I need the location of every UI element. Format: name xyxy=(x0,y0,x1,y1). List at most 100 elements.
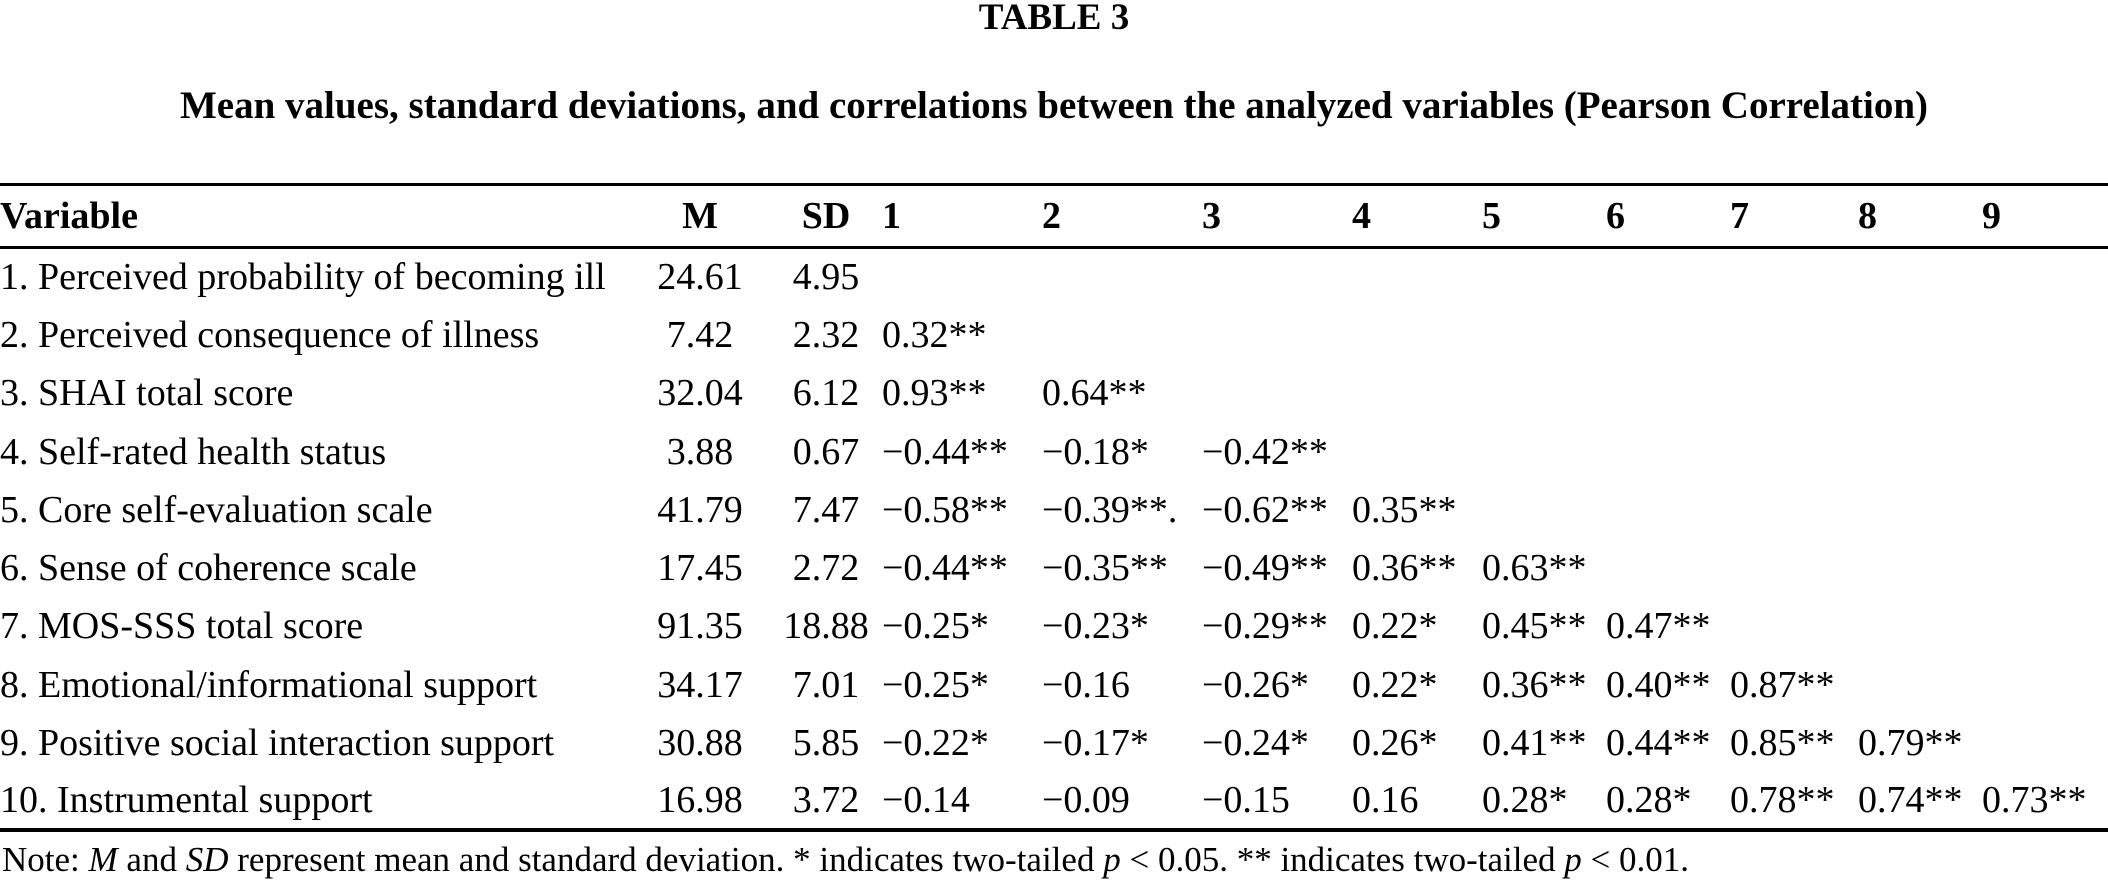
corr-cell-4 xyxy=(1352,422,1482,480)
table-row: 8. Emotional/informational support 34.17 7… xyxy=(0,656,2108,714)
corr-cell-8 xyxy=(1858,481,1982,539)
corr-cell-3: −0.42** xyxy=(1202,430,1328,473)
corr-cell-3: −0.15 xyxy=(1202,779,1290,822)
corr-cell-6: 0.44** xyxy=(1606,722,1711,765)
corr-cell-5: 0.36** xyxy=(1482,663,1587,706)
corr-cell-1: 0.32** xyxy=(882,313,987,356)
corr-cell-7 xyxy=(1730,481,1858,539)
sd-cell: 2.72 xyxy=(792,547,860,590)
mean-cell: 3.88 xyxy=(666,430,734,473)
corr-cell-9 xyxy=(1982,656,2108,714)
variable-cell: 1. Perceived probability of becoming ill xyxy=(0,256,606,299)
corr-cell-5 xyxy=(1482,306,1606,364)
table-row: 2. Perceived consequence of illness 7.42 2… xyxy=(0,306,2108,364)
variable-cell: 10. Instrumental support xyxy=(0,779,373,822)
column-header-8: 8 xyxy=(1858,184,1982,249)
corr-cell-4 xyxy=(1352,248,1482,306)
sd-cell: 5.85 xyxy=(792,722,860,765)
corr-cell-9 xyxy=(1982,481,2108,539)
corr-cell-7 xyxy=(1730,364,1858,422)
mean-cell: 30.88 xyxy=(657,722,743,765)
corr-cell-6: 0.40** xyxy=(1606,663,1711,706)
corr-cell-1: 0.93** xyxy=(882,372,987,415)
corr-cell-2: −0.16 xyxy=(1042,663,1130,706)
corr-cell-7: 0.87** xyxy=(1730,663,1835,706)
corr-cell-5: 0.41** xyxy=(1482,722,1587,765)
corr-cell-8 xyxy=(1858,539,1982,597)
corr-cell-7 xyxy=(1730,539,1858,597)
corr-cell-6 xyxy=(1606,422,1730,480)
corr-cell-8 xyxy=(1858,364,1982,422)
note-text-segment: < 0.01. xyxy=(1581,840,1690,879)
corr-cell-9 xyxy=(1982,597,2108,655)
corr-cell-8: 0.79** xyxy=(1858,722,1963,765)
corr-cell-3: −0.26* xyxy=(1202,663,1309,706)
note-text-segment: < 0.05. ** indicates two-tailed xyxy=(1120,840,1565,879)
column-header-9: 9 xyxy=(1982,184,2108,249)
table-row: 5. Core self-evaluation scale 41.79 7.47 −0… xyxy=(0,481,2108,539)
corr-cell-8 xyxy=(1858,248,1982,306)
table-body: 1. Perceived probability of becoming ill… xyxy=(0,248,2108,831)
sd-cell: 3.72 xyxy=(792,779,860,822)
corr-cell-6 xyxy=(1606,364,1730,422)
corr-cell-4: 0.36** xyxy=(1352,547,1457,590)
corr-cell-7 xyxy=(1730,422,1858,480)
mean-cell: 32.04 xyxy=(657,372,743,415)
corr-cell-9 xyxy=(1982,422,2108,480)
table-row: 10. Instrumental support 16.98 3.72 −0.14 −0… xyxy=(0,772,2108,830)
column-header-sd: SD xyxy=(770,184,882,249)
sd-cell: 0.67 xyxy=(792,430,860,473)
table-row: 6. Sense of coherence scale 17.45 2.72 −0.4… xyxy=(0,539,2108,597)
note-text-segment: represent mean and standard deviation. *… xyxy=(228,840,1104,879)
corr-cell-3: −0.29** xyxy=(1202,605,1328,648)
column-header-m: M xyxy=(630,184,770,249)
table-label: TABLE 3 xyxy=(978,0,1130,38)
sd-cell: 6.12 xyxy=(792,372,860,415)
note-italic-segment: p xyxy=(1103,840,1121,879)
table-row: 9. Positive social interaction support 30… xyxy=(0,714,2108,772)
table-header-row: Variable M SD 1 2 3 4 5 6 7 8 9 xyxy=(0,184,2108,249)
variable-cell: 9. Positive social interaction support xyxy=(0,722,555,765)
corr-cell-7: 0.85** xyxy=(1730,722,1835,765)
corr-cell-2: −0.09 xyxy=(1042,779,1130,822)
table-row: 3. SHAI total score 32.04 6.12 0.93** 0.64** xyxy=(0,364,2108,422)
corr-cell-4 xyxy=(1352,364,1482,422)
sd-cell: 4.95 xyxy=(792,256,860,299)
corr-cell-2: −0.18* xyxy=(1042,430,1149,473)
table-header: Variable M SD 1 2 3 4 5 6 7 8 9 xyxy=(0,184,2108,249)
variable-cell: 5. Core self-evaluation scale xyxy=(0,488,433,531)
corr-cell-8 xyxy=(1858,306,1982,364)
variable-cell: 4. Self-rated health status xyxy=(0,430,387,473)
corr-cell-5: 0.45** xyxy=(1482,605,1587,648)
sd-cell: 7.47 xyxy=(792,488,860,531)
mean-cell: 24.61 xyxy=(657,256,743,299)
corr-cell-5 xyxy=(1482,248,1606,306)
corr-cell-1: −0.25* xyxy=(882,605,989,648)
table-caption: Mean values, standard deviations, and co… xyxy=(179,84,1929,127)
column-header-variable: Variable xyxy=(0,184,630,249)
corr-cell-1: −0.58** xyxy=(882,488,1008,531)
corr-cell-1: −0.44** xyxy=(882,430,1008,473)
corr-cell-8 xyxy=(1858,656,1982,714)
note-italic-segment: M xyxy=(88,840,118,879)
corr-cell-5: 0.63** xyxy=(1482,547,1587,590)
sd-cell: 2.32 xyxy=(792,313,860,356)
table-note: Note: M and SD represent mean and standa… xyxy=(2,840,2102,880)
column-header-4: 4 xyxy=(1352,184,1482,249)
column-header-1: 1 xyxy=(882,184,1042,249)
column-header-7: 7 xyxy=(1730,184,1858,249)
variable-cell: 6. Sense of coherence scale xyxy=(0,547,417,590)
corr-cell-6 xyxy=(1606,248,1730,306)
corr-cell-6 xyxy=(1606,481,1730,539)
column-header-3: 3 xyxy=(1202,184,1352,249)
corr-cell-9 xyxy=(1982,539,2108,597)
corr-cell-1: −0.25* xyxy=(882,663,989,706)
corr-cell-2: 0.64** xyxy=(1042,372,1147,415)
note-italic-segment: SD xyxy=(185,840,229,879)
corr-cell-3: −0.24* xyxy=(1202,722,1309,765)
corr-cell-1: −0.14 xyxy=(882,779,970,822)
mean-cell: 16.98 xyxy=(657,779,743,822)
table-row: 1. Perceived probability of becoming ill… xyxy=(0,248,2108,306)
correlation-table: Variable M SD 1 2 3 4 5 6 7 8 9 1. Perceived probab… xyxy=(0,183,2108,833)
